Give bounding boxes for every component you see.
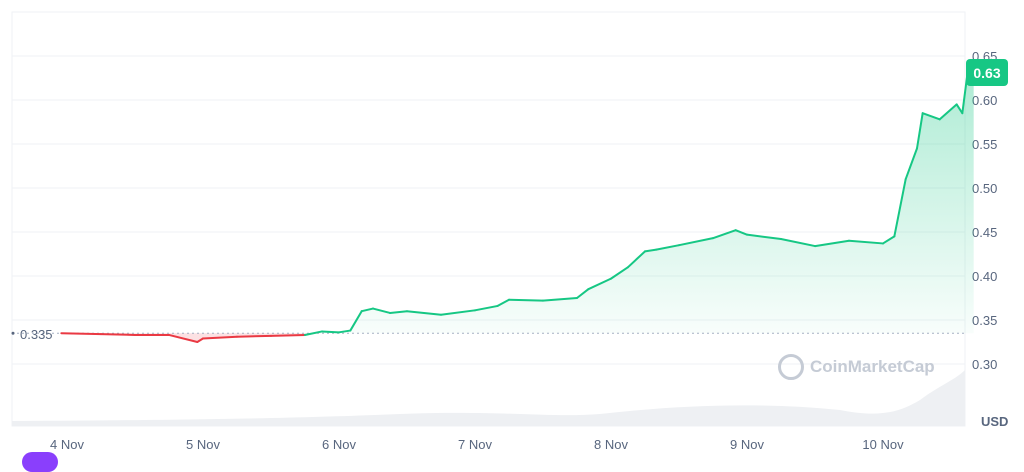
x-tick-label: 6 Nov bbox=[322, 437, 356, 452]
y-tick-label: 0.60 bbox=[972, 93, 997, 108]
y-tick-label: 0.40 bbox=[972, 269, 997, 284]
x-tick-label: 5 Nov bbox=[186, 437, 220, 452]
y-tick-label: 0.30 bbox=[972, 357, 997, 372]
y-tick-label: 0.35 bbox=[972, 313, 997, 328]
currency-label: USD bbox=[981, 414, 1008, 429]
coinmarketcap-logo-icon bbox=[778, 354, 804, 380]
x-tick-label: 4 Nov bbox=[50, 437, 84, 452]
x-tick-label: 9 Nov bbox=[730, 437, 764, 452]
price-segment-up bbox=[509, 300, 543, 301]
current-price-tag: 0.63 bbox=[966, 59, 1008, 86]
x-tick-label: 8 Nov bbox=[594, 437, 628, 452]
purple-badge bbox=[22, 452, 58, 472]
y-tick-label: 0.50 bbox=[972, 181, 997, 196]
watermark-text: CoinMarketCap bbox=[810, 357, 935, 377]
watermark: CoinMarketCap bbox=[778, 354, 935, 380]
price-segment-down bbox=[61, 333, 101, 334]
y-tick-label: 0.45 bbox=[972, 225, 997, 240]
y-tick-label: 0.55 bbox=[972, 137, 997, 152]
price-segment-down bbox=[271, 335, 305, 336]
area-above-baseline bbox=[61, 69, 973, 333]
price-segment-up bbox=[322, 331, 339, 332]
x-tick-label: 7 Nov bbox=[458, 437, 492, 452]
price-segment-down bbox=[101, 334, 135, 335]
x-tick-label: 10 Nov bbox=[862, 437, 904, 452]
price-segment-down bbox=[237, 336, 271, 337]
baseline-marker bbox=[12, 332, 15, 335]
baseline-label: 0.335 bbox=[20, 327, 53, 342]
